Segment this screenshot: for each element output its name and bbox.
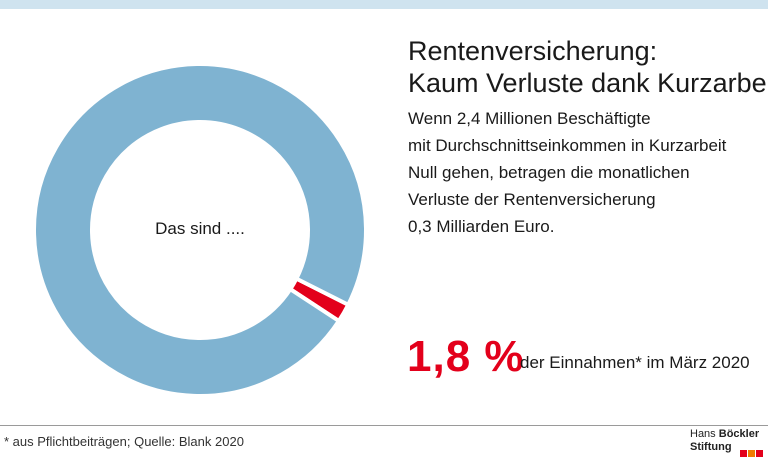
- logo-boeckler: Böckler: [718, 428, 760, 440]
- description-line-5: 0,3 Milliarden Euro.: [408, 217, 555, 236]
- description-line-2: mit Durchschnittseinkommen in Kurzarbeit: [408, 136, 727, 155]
- logo-squares-icon: [740, 444, 764, 462]
- highlight-text: der Einnahmen* im März 2020: [520, 353, 750, 372]
- description-line-1: Wenn 2,4 Millionen Beschäftigte: [408, 109, 651, 128]
- hans-boeckler-stiftung-logo: Hans Böckler Stiftung: [690, 428, 766, 457]
- chart-title: Rentenversicherung: Kaum Verluste dank K…: [408, 35, 768, 99]
- title-line-1: Rentenversicherung:: [408, 36, 658, 66]
- donut-slice-rest: [32, 62, 368, 398]
- logo-stiftung: Stiftung: [690, 441, 732, 453]
- description: Wenn 2,4 Millionen Beschäftigte mit Durc…: [408, 105, 758, 240]
- title-line-2: Kaum Verluste dank Kurzarbeit: [408, 68, 768, 98]
- logo-hans: Hans: [690, 428, 716, 440]
- description-line-4: Verluste der Rentenversicherung: [408, 190, 656, 209]
- footnote: * aus Pflichtbeiträgen; Quelle: Blank 20…: [4, 434, 244, 449]
- highlight-value: 1,8 %: [407, 332, 525, 381]
- footer-divider: [0, 425, 768, 426]
- donut-center-label: Das sind ....: [155, 219, 245, 238]
- description-line-3: Null gehen, betragen die monatlichen: [408, 163, 690, 182]
- top-banner-bar: [0, 0, 768, 9]
